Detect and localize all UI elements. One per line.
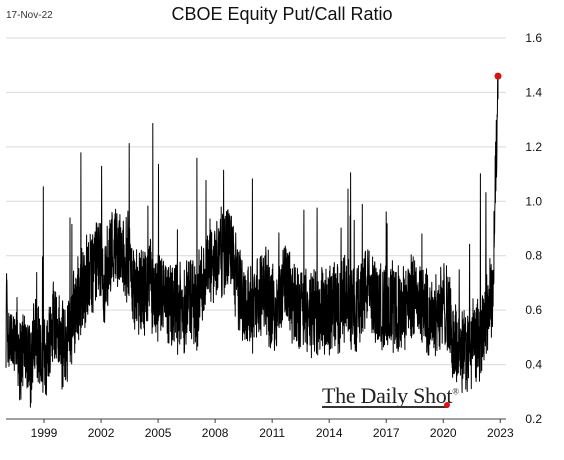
x-tick-label: 2008 [202,426,229,440]
watermark-mark: ® [452,386,459,397]
y-tick-label: 1.2 [525,140,542,154]
y-tick-label: 1.4 [525,85,542,99]
last-point-layer [494,72,502,80]
y-tick-label: 0.6 [525,303,542,317]
y-tick-label: 0.8 [525,249,542,263]
series-line [5,76,499,408]
x-tick-label: 2002 [88,426,115,440]
x-tick-label: 1999 [31,426,58,440]
watermark-dot [444,402,450,408]
y-tick-labels: 0.2 0.4 0.6 0.8 1.0 1.2 1.4 1.6 [525,31,542,426]
watermark-text: The Daily Shot [322,383,453,408]
date-label: 17-Nov-22 [6,10,53,21]
y-tick-label: 1.6 [525,31,542,45]
x-tick-labels: 1999 2002 2005 2008 2011 2014 2017 2020 2023 [31,419,514,440]
watermark-underline [322,406,448,408]
chart-title: CBOE Equity Put/Call Ratio [171,4,393,24]
watermark: The Daily Shot® [322,383,459,409]
x-tick-label: 2017 [373,426,400,440]
y-tick-label: 1.0 [525,194,542,208]
y-tick-label: 0.4 [525,358,542,372]
x-tick-label: 2023 [487,426,514,440]
last-point-marker [494,72,502,80]
x-tick-label: 2011 [259,426,285,440]
x-tick-label: 2014 [316,426,343,440]
x-tick-label: 2020 [430,426,457,440]
x-tick-label: 2005 [145,426,172,440]
y-tick-label: 0.2 [525,412,542,426]
series-layer [5,76,499,408]
